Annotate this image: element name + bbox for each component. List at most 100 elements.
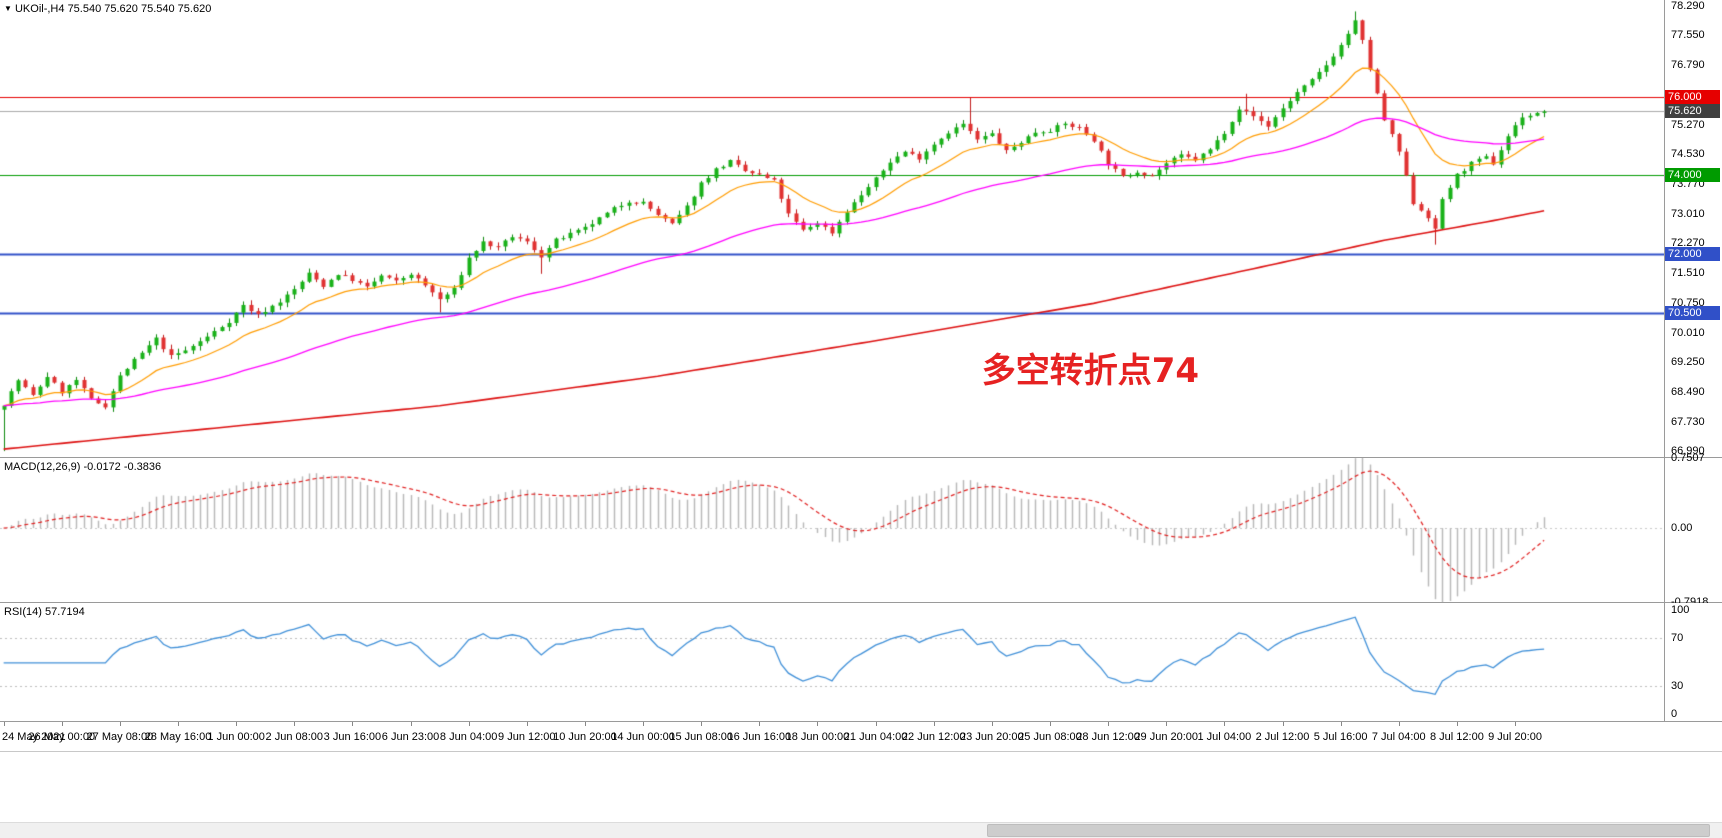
time-label: 14 Jun 00:00 xyxy=(611,731,675,743)
macd-axis[interactable]: 0.7507 0.00 -0.7918 xyxy=(1664,452,1722,608)
time-label: 16 Jun 16:00 xyxy=(727,731,792,743)
ohlc-readout: 75.540 75.620 75.540 75.620 xyxy=(67,3,212,15)
main-plot-area[interactable]: ▼ UKOil-,H4 75.540 75.620 75.540 75.620 … xyxy=(0,0,1664,457)
symbol-timeframe-label: UKOil-,H4 xyxy=(14,3,65,15)
time-label: 25 Jun 08:00 xyxy=(1018,731,1082,743)
price-level-badge: 72.000 xyxy=(1665,247,1720,262)
price-tick-label: 75.270 xyxy=(1671,119,1705,132)
time-tick-mark xyxy=(468,722,470,726)
time-tick-mark xyxy=(119,722,121,726)
macd-pane[interactable]: MACD(12,26,9) -0.0172 -0.3836 0.7507 0.00… xyxy=(0,452,1722,608)
price-tick-label: 77.550 xyxy=(1671,29,1705,42)
macd-tick-label: 0.7507 xyxy=(1671,452,1705,464)
price-tick-label: 78.290 xyxy=(1671,0,1705,13)
time-tick-mark xyxy=(759,722,761,726)
time-tick-mark xyxy=(991,722,993,726)
bottom-spacer xyxy=(0,752,1722,822)
price-tick-label: 68.490 xyxy=(1671,386,1705,399)
time-label: 18 Jun 00:00 xyxy=(785,731,850,743)
rsi-value: 57.7194 xyxy=(44,606,85,618)
time-tick-mark xyxy=(61,722,63,726)
time-tick-mark xyxy=(1282,722,1284,726)
candlestick-canvas[interactable] xyxy=(0,0,1664,457)
time-tick-mark xyxy=(1166,722,1168,726)
macd-canvas[interactable] xyxy=(0,458,1664,602)
chart-annotation: 多空转折点74 xyxy=(981,350,1200,391)
time-tick-mark xyxy=(526,722,528,726)
time-label: 26 May 00:00 xyxy=(28,731,96,743)
rsi-tick-label: 0 xyxy=(1671,708,1678,720)
time-tick-mark xyxy=(1515,722,1517,726)
time-label: 1 Jun 00:00 xyxy=(207,731,265,743)
time-label: 1 Jul 04:00 xyxy=(1197,731,1252,743)
time-label: 29 Jun 20:00 xyxy=(1134,731,1199,743)
rsi-tick-label: 100 xyxy=(1671,604,1690,616)
time-label: 24 May 2021 xyxy=(2,731,66,743)
price-tick-label: 76.790 xyxy=(1671,59,1705,72)
time-label: 6 Jun 23:00 xyxy=(381,731,440,743)
rsi-pane[interactable]: RSI(14) 57.7194 100 70 30 0 xyxy=(0,603,1722,722)
price-level-badge: 75.620 xyxy=(1665,104,1720,119)
time-tick-mark xyxy=(643,722,645,726)
time-tick-mark xyxy=(1049,722,1051,726)
time-label: 28 Jun 12:00 xyxy=(1076,731,1140,743)
time-label: 23 Jun 20:00 xyxy=(960,731,1024,743)
rsi-plot-area[interactable]: RSI(14) 57.7194 xyxy=(0,603,1664,721)
horizontal-scrollbar[interactable] xyxy=(0,822,1722,838)
time-label: 8 Jun 04:00 xyxy=(439,731,498,743)
time-label: 22 Jun 12:00 xyxy=(901,731,966,743)
time-tick-mark xyxy=(178,722,180,726)
macd-tick-label: 0.00 xyxy=(1671,522,1693,535)
price-tick-label: 71.510 xyxy=(1671,267,1705,280)
time-tick-mark xyxy=(817,722,819,726)
price-level-badge: 76.000 xyxy=(1665,89,1720,104)
time-tick-mark xyxy=(701,722,703,726)
time-tick-mark xyxy=(1224,722,1226,726)
time-label: 7 Jul 04:00 xyxy=(1371,731,1426,743)
time-label: 2 Jun 08:00 xyxy=(265,731,324,743)
time-tick-mark xyxy=(1340,722,1342,726)
chart-title: ▼ UKOil-,H4 75.540 75.620 75.540 75.620 xyxy=(4,3,211,15)
macd-label: MACD(12,26,9) -0.0172 -0.3836 xyxy=(4,461,161,473)
price-tick-label: 74.530 xyxy=(1671,148,1705,161)
price-tick-label: 67.730 xyxy=(1671,416,1705,429)
time-tick-mark xyxy=(1108,722,1110,726)
price-level-badge: 70.500 xyxy=(1665,306,1720,321)
main-chart-pane[interactable]: ▼ UKOil-,H4 75.540 75.620 75.540 75.620 … xyxy=(0,0,1722,458)
rsi-label: RSI(14) 57.7194 xyxy=(4,606,85,618)
rsi-axis[interactable]: 100 70 30 0 xyxy=(1664,603,1722,721)
time-label: 28 May 16:00 xyxy=(144,731,212,743)
time-label: 15 Jun 08:00 xyxy=(669,731,734,743)
time-tick-mark xyxy=(584,722,586,726)
time-tick-mark xyxy=(410,722,412,726)
scrollbar-thumb[interactable] xyxy=(986,824,1710,837)
rsi-canvas[interactable] xyxy=(0,603,1664,721)
rsi-indicator-name: RSI(14) xyxy=(4,606,42,618)
time-label: 21 Jun 04:00 xyxy=(843,731,908,743)
time-label: 9 Jun 12:00 xyxy=(498,731,556,743)
macd-indicator-name: MACD(12,26,9) xyxy=(4,461,81,473)
time-label: 8 Jul 12:00 xyxy=(1429,731,1484,743)
rsi-tick-label: 30 xyxy=(1671,679,1684,692)
price-tick-label: 73.010 xyxy=(1671,208,1705,221)
price-axis[interactable]: 78.290 77.550 76.790 75.270 74.530 73.770 73.0… xyxy=(1664,0,1722,457)
price-level-badge: 74.000 xyxy=(1665,168,1720,183)
time-tick-mark xyxy=(1398,722,1400,726)
price-tick-label: 70.010 xyxy=(1671,326,1705,339)
time-label: 3 Jun 16:00 xyxy=(323,731,382,743)
rsi-tick-label: 70 xyxy=(1671,632,1684,645)
price-tick-label: 66.990 xyxy=(1671,445,1705,458)
price-tick-label: 72.270 xyxy=(1671,237,1705,250)
time-tick-mark xyxy=(875,722,877,726)
price-tick-label: 69.250 xyxy=(1671,356,1705,369)
macd-values: -0.0172 -0.3836 xyxy=(83,461,162,473)
symbol-marker-icon: ▼ xyxy=(4,4,12,13)
time-tick-mark xyxy=(236,722,238,726)
time-tick-mark xyxy=(294,722,296,726)
time-tick-mark xyxy=(933,722,935,726)
time-label: 27 May 08:00 xyxy=(86,731,154,743)
time-axis[interactable]: 24 May 2021 26 May 00:00 27 May 08:00 28 Ma… xyxy=(0,722,1722,752)
time-tick-mark xyxy=(3,722,5,726)
time-label: 9 Jul 20:00 xyxy=(1488,731,1542,743)
macd-plot-area[interactable]: MACD(12,26,9) -0.0172 -0.3836 xyxy=(0,458,1664,602)
